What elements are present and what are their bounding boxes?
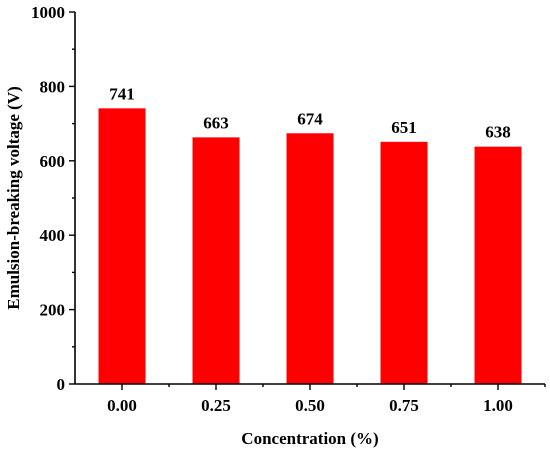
bar-0.25 xyxy=(192,137,240,384)
data-label-0.00: 741 xyxy=(109,84,135,103)
bar-0.75 xyxy=(380,141,428,384)
data-labels: 741 663 674 651 638 xyxy=(109,84,511,141)
x-tick-label-1.00: 1.00 xyxy=(483,396,513,415)
y-axis-ticks: 0 200 400 600 800 1000 xyxy=(31,3,75,394)
bar-1.00 xyxy=(474,146,522,384)
bar-0.00 xyxy=(98,108,146,385)
data-label-1.00: 638 xyxy=(485,123,511,142)
x-tick-label-0.00: 0.00 xyxy=(107,396,137,415)
data-label-0.25: 663 xyxy=(203,113,229,132)
y-tick-label-200: 200 xyxy=(40,301,66,320)
x-tick-label-0.25: 0.25 xyxy=(201,396,231,415)
data-label-0.50: 674 xyxy=(297,109,323,128)
y-tick-label-800: 800 xyxy=(40,77,66,96)
y-tick-label-1000: 1000 xyxy=(31,3,65,22)
y-tick-label-400: 400 xyxy=(40,226,66,245)
x-axis-ticks: 0.00 0.25 0.50 0.75 1.00 xyxy=(107,384,546,415)
y-tick-label-600: 600 xyxy=(40,152,66,171)
x-axis-title: Concentration (%) xyxy=(241,429,378,448)
y-tick-label-0: 0 xyxy=(57,375,66,394)
bar-0.50 xyxy=(286,133,334,384)
bars xyxy=(98,108,522,385)
y-axis-title: Emulsion-breaking voltage (V) xyxy=(4,86,23,310)
data-label-0.75: 651 xyxy=(391,118,417,137)
x-tick-label-0.50: 0.50 xyxy=(295,396,325,415)
x-tick-label-0.75: 0.75 xyxy=(389,396,419,415)
